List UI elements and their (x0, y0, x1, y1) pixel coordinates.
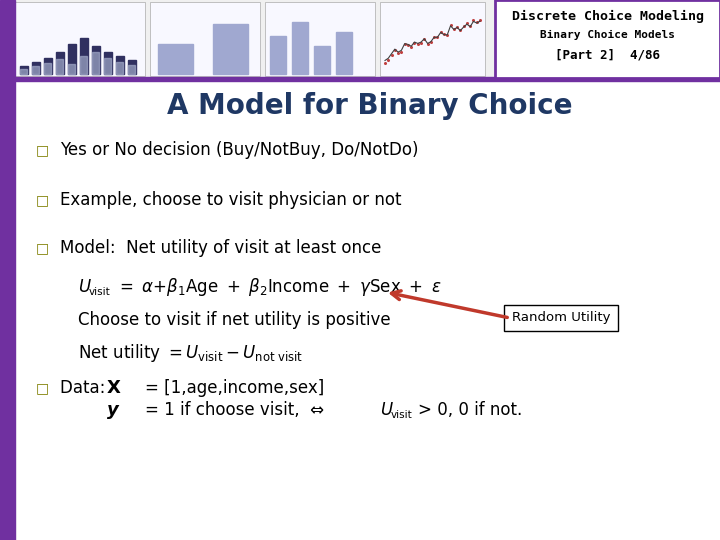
Bar (92, 52, 99, 74)
Bar (116, 56, 124, 74)
Bar (116, 62, 123, 74)
Bar (44, 58, 52, 74)
Bar (15, 0, 720, 78)
Text: □: □ (35, 241, 48, 255)
Bar (44, 63, 51, 74)
Text: □: □ (35, 193, 48, 207)
Text: Yes or No decision (Buy/NotBuy, Do/NotDo): Yes or No decision (Buy/NotBuy, Do/NotDo… (60, 141, 418, 159)
Text: > 0, 0 if not.: > 0, 0 if not. (418, 401, 522, 419)
Text: Example, choose to visit physician or not: Example, choose to visit physician or no… (60, 191, 402, 209)
FancyBboxPatch shape (495, 0, 720, 78)
Text: = [1,age,income,sex]: = [1,age,income,sex] (145, 379, 324, 397)
Text: $=\ \alpha{+}\beta_1\mathrm{Age}\ +\ \beta_2\mathrm{Income}\ +\ \gamma\mathrm{Se: $=\ \alpha{+}\beta_1\mathrm{Age}\ +\ \be… (116, 276, 441, 298)
Bar (56, 52, 64, 74)
Bar (150, 2, 260, 76)
Bar (32, 62, 40, 74)
Bar (20, 69, 27, 74)
Bar (15, 77, 720, 81)
Text: visit: visit (391, 410, 413, 420)
Text: Model:  Net utility of visit at least once: Model: Net utility of visit at least onc… (60, 239, 382, 257)
Bar (213, 24, 248, 74)
Bar (80, 56, 87, 74)
Bar (0, 0, 15, 540)
Text: = 1 if choose visit,  ⇔: = 1 if choose visit, ⇔ (145, 401, 335, 419)
Text: Random Utility: Random Utility (512, 312, 611, 325)
Bar (15, 2, 145, 76)
Text: X: X (107, 379, 121, 397)
Text: □: □ (35, 381, 48, 395)
Bar (128, 65, 135, 74)
Text: y: y (107, 401, 119, 419)
Text: □: □ (35, 143, 48, 157)
Bar (292, 22, 308, 74)
Bar (380, 2, 485, 76)
Bar (336, 32, 352, 74)
Bar (265, 2, 375, 76)
Bar (314, 46, 330, 74)
Text: Choose to visit if net utility is positive: Choose to visit if net utility is positi… (78, 311, 391, 329)
Text: [Part 2]  4/86: [Part 2] 4/86 (555, 48, 660, 61)
Bar (68, 64, 75, 74)
Bar (80, 38, 88, 74)
Bar (68, 44, 76, 74)
FancyBboxPatch shape (504, 305, 618, 331)
Bar (32, 66, 39, 74)
Text: Net utility $= U_{\mathrm{visit}} - U_{\mathrm{not\ visit}}$: Net utility $= U_{\mathrm{visit}} - U_{\… (78, 342, 303, 364)
Text: Binary Choice Models: Binary Choice Models (540, 30, 675, 40)
Bar (104, 52, 112, 74)
Bar (92, 46, 100, 74)
Bar (270, 36, 286, 74)
Text: $U$: $U$ (380, 401, 394, 419)
Text: $U$: $U$ (78, 278, 92, 296)
Text: visit: visit (89, 287, 111, 297)
Text: Discrete Choice Modeling: Discrete Choice Modeling (511, 10, 703, 23)
Bar (56, 59, 63, 74)
Bar (104, 58, 111, 74)
FancyArrowPatch shape (392, 291, 508, 318)
Text: A Model for Binary Choice: A Model for Binary Choice (167, 92, 572, 120)
Bar (158, 44, 193, 74)
Bar (128, 60, 136, 74)
Bar (20, 66, 28, 74)
Text: Data:: Data: (60, 379, 116, 397)
